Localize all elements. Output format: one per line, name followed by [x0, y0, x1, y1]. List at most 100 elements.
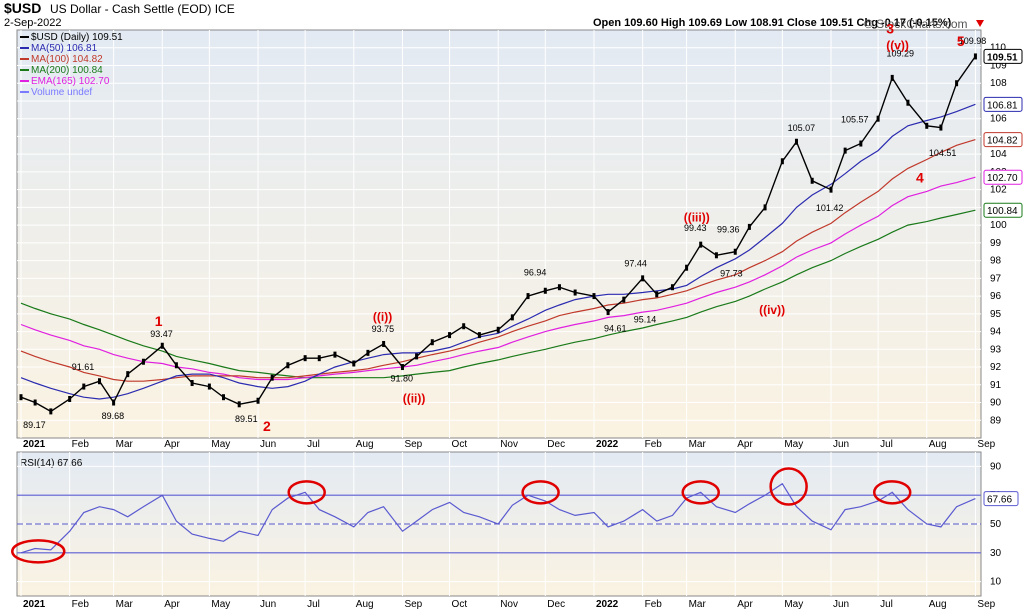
price-bar [49, 408, 53, 415]
chart-title: $USD [4, 0, 41, 16]
price-bar [670, 284, 674, 291]
price-y-tick: 91 [990, 380, 1002, 391]
price-y-tick: 89 [990, 415, 1002, 426]
price-data-label: 94.61 [604, 324, 627, 334]
price-x-tick: May [784, 439, 803, 450]
price-data-label: 109.29 [887, 48, 915, 58]
rsi-highlight-circle [11, 539, 66, 564]
price-y-tick: 109 [990, 60, 1007, 71]
price-y-tick: 92 [990, 362, 1002, 373]
rsi-y-tick: 50 [990, 519, 1002, 530]
price-bar [415, 353, 419, 360]
rsi-x-tick: Jul [880, 599, 893, 610]
price-y-tick: 106 [990, 114, 1007, 125]
price-y-tick: 96 [990, 291, 1002, 302]
price-bar [190, 380, 194, 387]
legend-label: $USD (Daily) 109.51 [31, 32, 123, 43]
right-value-box [983, 169, 1023, 185]
price-data-label: 99.36 [717, 224, 740, 234]
rsi-y-ticks: 1030507090 [990, 461, 1002, 587]
price-bar [592, 293, 596, 300]
price-bar [939, 124, 943, 131]
ma100-line [20, 139, 976, 382]
price-bar [876, 115, 880, 122]
price-data-label: 93.47 [150, 329, 173, 339]
price-data-label: 99.43 [684, 223, 707, 233]
price-bar [303, 355, 307, 362]
rsi-x-tick: Dec [547, 599, 565, 610]
price-y-tick: 110 [990, 43, 1006, 54]
price-y-tick: 104 [990, 149, 1007, 160]
rsi-highlight-circle [287, 480, 326, 505]
price-data-label: 104.51 [929, 148, 957, 158]
right-value-label: 106.81 [987, 100, 1018, 111]
wave-label: ((v)) [886, 39, 909, 53]
price-bar [366, 349, 370, 356]
price-y-tick: 98 [990, 256, 1002, 267]
price-bar [333, 351, 337, 358]
price-bar [448, 332, 452, 339]
wave-labels: 1 2 ((i)) ((ii)) ((iii)) ((iv)) 3 ((v)) 4 5 [155, 21, 965, 434]
price-bar [606, 309, 610, 316]
price-bar [925, 122, 929, 129]
price-bar [33, 399, 37, 406]
rsi-x-tick: Mar [116, 599, 134, 610]
rsi-x-tick: Jun [833, 599, 849, 610]
price-right-labels: 109.51 106.81 104.82 102.70 100.84 [983, 48, 1023, 218]
price-bar [400, 364, 404, 371]
price-data-label: 105.57 [841, 114, 869, 124]
price-grid [17, 30, 981, 438]
legend-label: MA(100) 104.82 [31, 54, 103, 65]
wave-label: ((ii)) [403, 392, 426, 406]
rsi-highlight-circle [521, 480, 560, 505]
price-x-tick: May [211, 439, 230, 450]
rsi-x-tick: Sep [977, 599, 995, 610]
rsi-x-tick: Mar [689, 599, 707, 610]
price-y-tick: 102 [990, 185, 1007, 196]
price-x-tick: 2022 [596, 439, 619, 450]
rsi-x-tick: 2022 [596, 599, 619, 610]
price-x-ticks: 2021 Feb Mar Apr May Jun Jul Aug Sep Oct Nov Dec 202… [23, 439, 996, 450]
right-value-label: 109.51 [987, 52, 1018, 63]
price-y-tick: 94 [990, 327, 1002, 338]
wave-label: 5 [957, 33, 965, 49]
price-x-tick: Dec [547, 439, 565, 450]
price-x-tick: Oct [452, 439, 468, 450]
price-x-tick: Feb [72, 439, 90, 450]
wave-label: 1 [155, 313, 163, 329]
rsi-x-tick: Apr [164, 599, 180, 610]
price-x-tick: Nov [500, 439, 518, 450]
price-data-label: 109.98 [959, 36, 987, 46]
price-bar [430, 339, 434, 346]
price-bar [286, 362, 290, 369]
price-data-label: 91.80 [390, 374, 413, 384]
price-data-label: 89.68 [102, 411, 125, 421]
price-bar [955, 80, 959, 87]
price-y-tick: 90 [990, 398, 1002, 409]
price-bar [699, 241, 703, 248]
price-bar [19, 394, 23, 401]
price-bar [141, 358, 145, 365]
price-bar [112, 399, 116, 406]
price-bar [890, 74, 894, 81]
ma200-line [20, 209, 976, 379]
wave-label: ((i)) [373, 310, 392, 324]
price-x-tick: Sep [404, 439, 422, 450]
rsi-line [20, 482, 976, 554]
price-y-tick: 108 [990, 78, 1007, 89]
price-bar [222, 394, 226, 401]
price-bar [207, 383, 211, 390]
rsi-series-group [20, 482, 976, 554]
rsi-y-tick: 30 [990, 548, 1002, 559]
price-data-label: 93.75 [372, 324, 395, 334]
price-data-label: 89.17 [23, 420, 46, 430]
rsi-x-tick: Nov [500, 599, 518, 610]
price-bar [810, 177, 814, 184]
price-y-tick: 95 [990, 309, 1002, 320]
rsi-x-tick: Oct [452, 599, 468, 610]
price-bar [573, 289, 577, 296]
legend-label: MA(50) 106.81 [31, 43, 98, 54]
price-data-label: 91.61 [72, 362, 95, 372]
right-value-label: 102.70 [987, 173, 1018, 184]
